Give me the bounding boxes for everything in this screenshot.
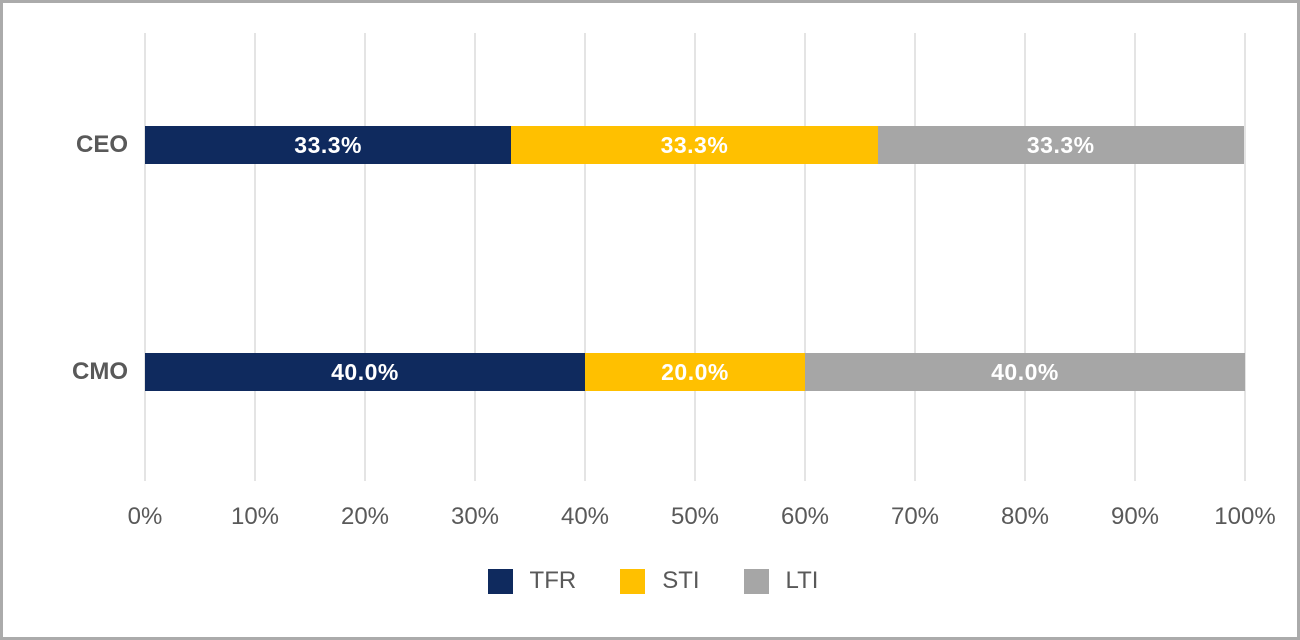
x-tick: 0% <box>127 503 163 530</box>
gridlines <box>144 33 1246 481</box>
gridline <box>694 33 696 481</box>
gridline <box>914 33 916 481</box>
x-tick: 30% <box>450 503 500 530</box>
legend-label: LTI <box>785 567 819 594</box>
gridline <box>364 33 366 481</box>
legend-label: STI <box>662 567 700 594</box>
data-label: 33.3% <box>660 131 729 158</box>
x-tick: 90% <box>1110 503 1160 530</box>
gridline <box>1134 33 1136 481</box>
x-tick: 100% <box>1214 503 1276 530</box>
legend-swatch-lti <box>743 568 769 594</box>
bar-row-ceo: 33.3% 33.3% 33.3% <box>145 126 1245 164</box>
x-tick: 40% <box>560 503 610 530</box>
x-tick: 70% <box>890 503 940 530</box>
gridline <box>474 33 476 481</box>
data-label: 33.3% <box>294 131 362 158</box>
gridline <box>144 33 146 481</box>
x-tick: 20% <box>340 503 390 530</box>
x-axis: 0% 10% 20% 30% 40% 50% 60% 70% 80% 90% 1… <box>128 503 1276 533</box>
legend-swatch-sti <box>620 568 646 594</box>
gridline <box>1244 33 1246 481</box>
x-tick: 80% <box>1000 503 1050 530</box>
bar-cmo-segment-tfr: 40.0% <box>145 353 585 391</box>
x-tick: 50% <box>670 503 720 530</box>
legend-label: TFR <box>529 567 577 594</box>
data-label: 20.0% <box>661 358 729 385</box>
bar-row-cmo: 40.0% 20.0% 40.0% <box>145 353 1245 391</box>
bar-cmo-segment-sti: 20.0% <box>585 353 805 391</box>
legend-swatch-tfr <box>487 568 513 594</box>
bar-ceo-segment-sti: 33.3% <box>511 126 878 164</box>
legend-item-tfr: TFR <box>487 567 577 595</box>
legend: TFR STI LTI <box>3 567 1300 595</box>
legend-item-sti: STI <box>620 567 700 595</box>
legend-item-lti: LTI <box>743 567 819 595</box>
gridline <box>254 33 256 481</box>
bar-ceo-segment-tfr: 33.3% <box>145 126 512 164</box>
bar-cmo-segment-lti: 40.0% <box>805 353 1245 391</box>
data-label: 33.3% <box>1026 131 1095 158</box>
gridline <box>804 33 806 481</box>
gridline <box>584 33 586 481</box>
bar-ceo-segment-lti: 33.3% <box>877 126 1244 164</box>
data-label: 40.0% <box>991 358 1059 385</box>
category-label-cmo: CMO <box>72 358 128 385</box>
plot-area: 33.3% 33.3% 33.3% 40.0% 20.0% 40.0% <box>144 33 1246 481</box>
x-tick: 60% <box>780 503 830 530</box>
x-tick: 10% <box>230 503 280 530</box>
category-label-ceo: CEO <box>75 131 128 158</box>
data-label: 40.0% <box>331 358 399 385</box>
gridline <box>1024 33 1026 481</box>
